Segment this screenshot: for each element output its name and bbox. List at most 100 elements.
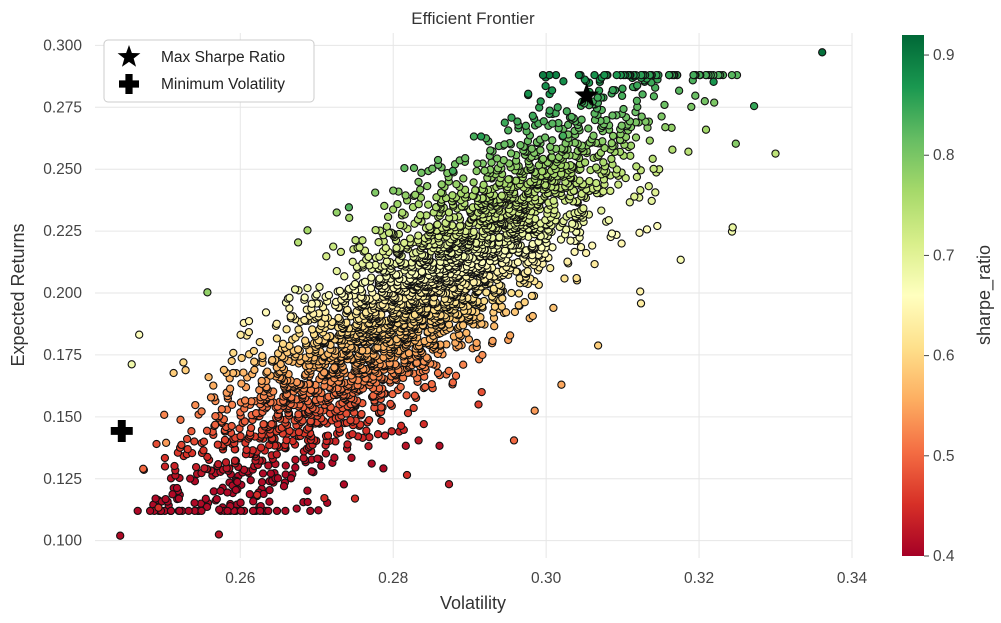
portfolio-point: [364, 415, 374, 425]
portfolio-point: [216, 486, 225, 496]
portfolio-point: [246, 476, 255, 485]
portfolio-point: [161, 494, 170, 504]
portfolio-point: [307, 467, 316, 476]
portfolio-point: [574, 70, 584, 80]
portfolio-point: [389, 186, 398, 195]
portfolio-point: [197, 407, 206, 416]
portfolio-point: [307, 299, 316, 308]
portfolio-point: [409, 403, 418, 413]
portfolio-point: [396, 421, 406, 430]
portfolio-point: [264, 506, 273, 516]
portfolio-point: [244, 316, 254, 326]
portfolio-point: [749, 101, 759, 111]
scatter-points: [116, 48, 827, 540]
portfolio-point: [516, 140, 525, 150]
portfolio-point: [585, 176, 594, 186]
portfolio-point: [589, 131, 598, 140]
portfolio-point: [461, 154, 470, 163]
portfolio-point: [530, 406, 539, 415]
y-tick-label: 0.125: [43, 471, 82, 488]
portfolio-point: [279, 482, 289, 491]
portfolio-point: [406, 234, 415, 243]
portfolio-point: [401, 191, 410, 200]
portfolio-point: [433, 155, 443, 165]
portfolio-point: [321, 449, 331, 458]
portfolio-point: [514, 289, 524, 298]
portfolio-point: [357, 409, 366, 419]
portfolio-point: [160, 410, 169, 419]
min-volatility-marker: [110, 419, 133, 442]
portfolio-point: [416, 211, 425, 220]
portfolio-point: [268, 355, 277, 365]
portfolio-point: [347, 453, 356, 462]
portfolio-point: [421, 382, 430, 392]
portfolio-point: [355, 243, 364, 252]
portfolio-point: [175, 506, 184, 516]
portfolio-point: [476, 132, 486, 141]
portfolio-point: [489, 284, 498, 293]
portfolio-point: [221, 458, 231, 467]
portfolio-point: [380, 431, 390, 440]
portfolio-point: [553, 103, 562, 112]
portfolio-point: [710, 98, 719, 107]
portfolio-point: [541, 81, 550, 91]
portfolio-point: [236, 330, 245, 339]
portfolio-point: [160, 462, 170, 471]
portfolio-point: [500, 140, 509, 149]
portfolio-point: [256, 443, 266, 452]
portfolio-point: [524, 89, 533, 98]
portfolio-point: [558, 131, 568, 140]
portfolio-point: [313, 454, 322, 463]
portfolio-point: [676, 255, 685, 264]
portfolio-point: [607, 139, 616, 148]
portfolio-point: [474, 400, 483, 409]
y-axis-label: Expected Returns: [8, 223, 28, 366]
portfolio-point: [320, 493, 329, 503]
portfolio-point: [469, 178, 478, 187]
portfolio-point: [472, 338, 481, 348]
portfolio-point: [233, 477, 242, 487]
portfolio-point: [528, 111, 537, 120]
portfolio-point: [538, 70, 548, 80]
portfolio-point: [225, 384, 235, 393]
portfolio-point: [492, 154, 502, 163]
portfolio-point: [590, 259, 599, 269]
portfolio-point: [547, 153, 557, 162]
portfolio-point: [472, 166, 481, 176]
portfolio-point: [371, 225, 380, 235]
portfolio-point: [242, 445, 251, 455]
portfolio-point: [577, 115, 586, 124]
portfolio-point: [536, 146, 545, 155]
portfolio-point: [416, 185, 425, 194]
portfolio-point: [227, 400, 237, 409]
x-tick-label: 0.30: [531, 570, 562, 587]
portfolio-point: [444, 366, 453, 376]
portfolio-point: [215, 505, 224, 514]
portfolio-point: [649, 92, 659, 101]
portfolio-point: [633, 81, 642, 90]
portfolio-point: [214, 530, 224, 539]
portfolio-point: [240, 417, 249, 426]
portfolio-point: [731, 139, 740, 148]
portfolio-point: [572, 273, 581, 283]
portfolio-point: [612, 70, 621, 80]
portfolio-point: [236, 498, 245, 507]
portfolio-point: [303, 283, 312, 293]
portfolio-point: [308, 325, 317, 334]
portfolio-point: [133, 506, 142, 516]
portfolio-point: [314, 506, 323, 515]
portfolio-point: [566, 236, 575, 245]
portfolio-point: [364, 442, 373, 451]
portfolio-point: [495, 233, 504, 242]
portfolio-point: [396, 382, 405, 392]
portfolio-point: [510, 307, 520, 317]
portfolio-point: [352, 271, 361, 280]
y-tick-label: 0.200: [43, 285, 82, 302]
portfolio-point: [346, 416, 355, 425]
portfolio-point: [709, 77, 718, 86]
portfolio-point: [647, 196, 656, 206]
portfolio-point: [528, 311, 537, 321]
portfolio-point: [239, 368, 248, 377]
portfolio-point: [637, 112, 646, 121]
portfolio-point: [182, 434, 192, 444]
